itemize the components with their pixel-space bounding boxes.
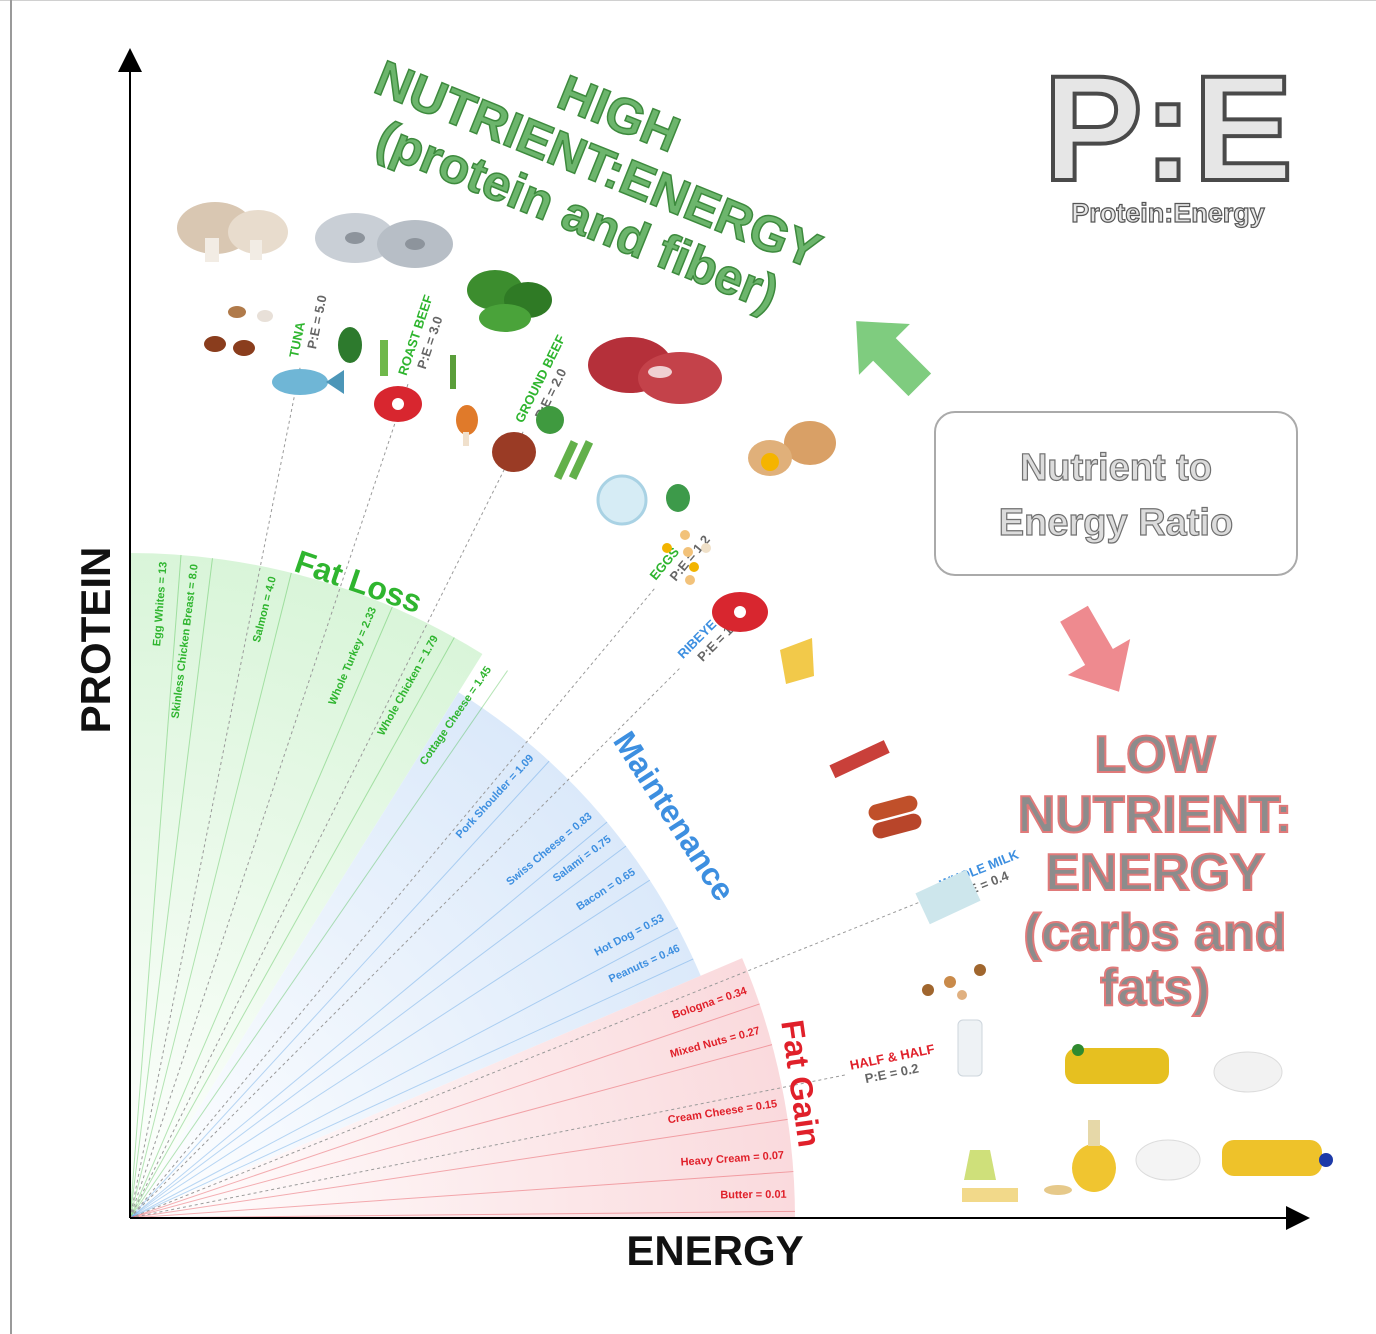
drumstick-icon [456, 405, 478, 446]
broccoli-icon [536, 406, 594, 480]
ratio-ray-line [129, 821, 608, 1219]
oil-flask-icon [1044, 1120, 1116, 1195]
sugar-cubes-icon [1135, 1139, 1201, 1181]
callout-leader-line [129, 430, 524, 1219]
cheese-icon [780, 638, 814, 684]
ground-beef-icon [492, 432, 536, 472]
callout-leader-line [129, 364, 302, 1219]
red-down-arrow [1060, 605, 1131, 692]
fish-steak-icon [315, 213, 453, 268]
zone-sector-fat-loss [130, 553, 483, 1218]
fish-icon [272, 369, 344, 395]
steak-photo-icon [588, 337, 722, 404]
ratio-ray-line [129, 1003, 760, 1219]
pe-logo-subtitle: Protein:Energy [1071, 198, 1265, 228]
left-border [10, 0, 12, 1334]
callout-leader-line [129, 587, 656, 1219]
green-up-arrow [856, 321, 932, 397]
zone-sector-fat-gain [130, 958, 795, 1218]
ratio-ray-line [129, 554, 182, 1219]
zone-sector-maintenance [130, 692, 701, 1218]
ratio-ray-line [129, 1210, 795, 1219]
small-mushroom-icon [204, 306, 273, 356]
nuts-icon [922, 964, 986, 1000]
low-nutrient-heading: LOW NUTRIENT: ENERGY (carbs and fats) [1017, 725, 1293, 1018]
ratio-box-line-2: Energy Ratio [999, 502, 1233, 544]
callout-leader-line [129, 894, 938, 1219]
ratio-ray-line [129, 606, 393, 1219]
olive-oil-icon [962, 1150, 1018, 1202]
ratio-box-line-1: Nutrient to [1020, 447, 1212, 489]
low-line-5: fats) [1100, 959, 1210, 1017]
ratio-ray-line [129, 572, 292, 1219]
ratio-ray-line [129, 1044, 773, 1219]
ratio-ray-line [129, 670, 508, 1219]
callout-leader-line [129, 383, 409, 1219]
ratio-ray-label: Butter = 0.01 [720, 1189, 786, 1202]
low-line-1: LOW [1094, 726, 1216, 784]
ratio-box [934, 411, 1298, 576]
cream-bottle-icon [957, 1019, 983, 1077]
low-line-3: ENERGY [1045, 844, 1265, 902]
callout-food-value: P:E = 5.0 [304, 294, 329, 350]
mushroom-icon [177, 202, 288, 262]
sausage-icon [868, 795, 922, 839]
egg-dots-icon [662, 530, 711, 585]
ratio-ray-line [129, 927, 679, 1219]
pe-logo: P:E [1043, 44, 1293, 212]
ratio-ray-line [129, 558, 213, 1219]
callout-leader-line [129, 666, 682, 1219]
food-illustrations [177, 202, 1333, 1202]
meat-icon [374, 386, 422, 422]
milk-carton-icon [915, 869, 981, 925]
milk-bowl-icon [596, 474, 648, 526]
low-line-2: NUTRIENT: [1018, 786, 1292, 844]
zone-sectors [130, 553, 795, 1218]
ratio-ray-line [129, 1171, 794, 1219]
bacon-icon [829, 740, 890, 779]
low-line-4: (carbs and [1024, 904, 1287, 962]
callout-food-name: TUNA [286, 320, 308, 359]
ratio-ray-line [129, 760, 550, 1219]
ratio-ray-line [129, 1118, 788, 1219]
high-nutrient-heading: HIGH NUTRIENT:ENERGY (protein and fiber) [367, 49, 830, 323]
callout-leader-line [129, 1074, 846, 1219]
ribeye-icon [712, 592, 768, 632]
spinach-icon [467, 270, 552, 332]
ratio-ray-line [129, 637, 455, 1219]
egg-photo-icon [748, 421, 836, 476]
leaf-icon [338, 327, 456, 389]
herb-icon [666, 484, 690, 512]
ratio-ray-line [129, 845, 627, 1219]
ratio-ray-line [129, 879, 651, 1219]
x-axis-title: ENERGY [626, 1227, 803, 1274]
flour-bowl-icon [1213, 1051, 1283, 1093]
oil-bottle-icon [1065, 1044, 1333, 1176]
ratio-ray-line [129, 958, 694, 1219]
y-axis-title: PROTEIN [72, 547, 119, 734]
top-border [0, 0, 1376, 1]
